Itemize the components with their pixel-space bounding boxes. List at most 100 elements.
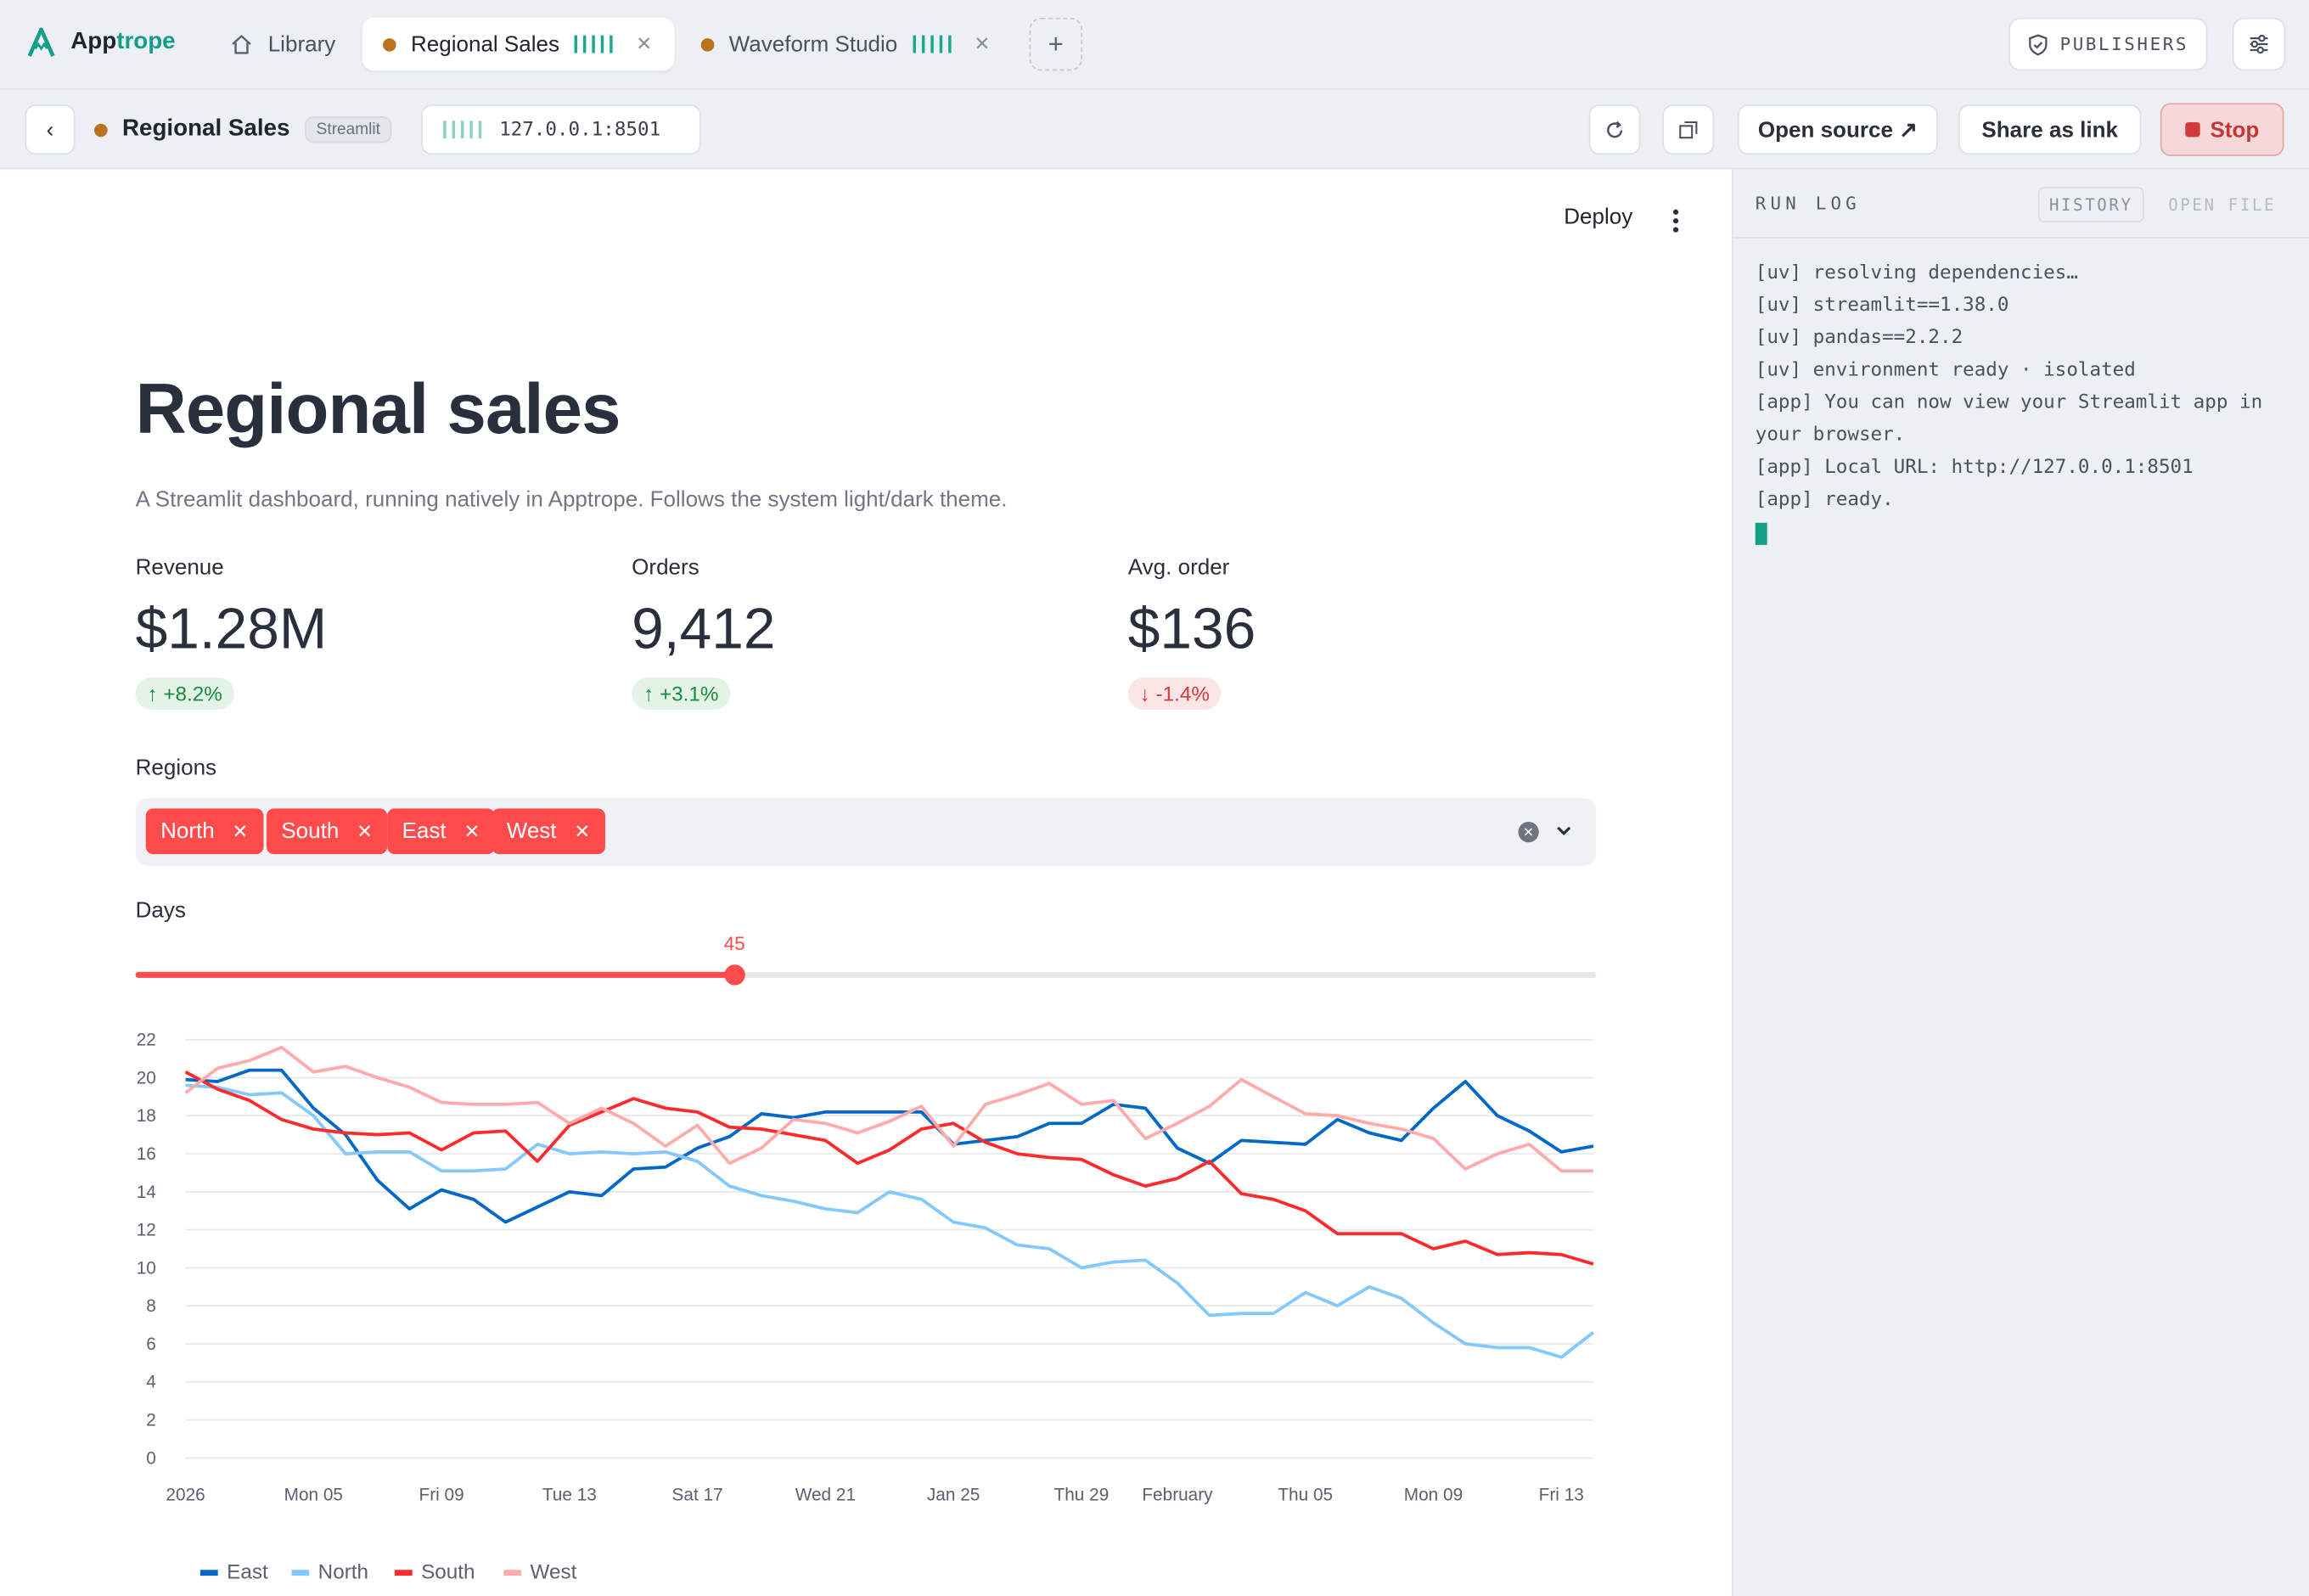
log-line: [uv] streamlit==1.38.0 (1755, 294, 2009, 317)
plus-icon: + (1048, 28, 1064, 59)
metric-delta: ↓ -1.4% (1127, 677, 1222, 711)
chevron-down-icon[interactable] (1552, 818, 1576, 842)
open-file-button[interactable]: OPEN FILE (2168, 194, 2277, 215)
app-status-dot (700, 37, 715, 51)
app-title: Regional Sales (121, 116, 290, 142)
tab-label: Waveform Studio (728, 31, 898, 57)
x-tick-label: Mon 05 (284, 1486, 343, 1505)
close-icon[interactable]: ✕ (636, 32, 653, 55)
settings-button[interactable] (2232, 17, 2286, 71)
log-line: [app] ready. (1755, 488, 1894, 511)
close-icon[interactable]: ✕ (974, 32, 991, 55)
run-log-header: RUN LOG HISTORY OPEN FILE (1733, 169, 2309, 239)
metric-value: $136 (1127, 598, 1256, 661)
y-tick-label: 6 (146, 1335, 156, 1354)
series-line-north (185, 1083, 1595, 1359)
legend-swatch-east (199, 1570, 218, 1576)
days-slider-value: 45 (723, 932, 745, 955)
framework-badge: Streamlit (304, 116, 392, 143)
app-title-group: Regional Sales Streamlit (94, 116, 392, 143)
page-title: Regional sales (135, 371, 621, 450)
close-icon[interactable]: ✕ (232, 819, 249, 842)
y-tick-label: 18 (137, 1106, 156, 1126)
brand-logo[interactable]: Apptrope (26, 26, 176, 59)
legend-label-east: East (227, 1561, 268, 1584)
region-chip-east[interactable]: East ✕ (387, 808, 495, 855)
y-tick-label: 8 (146, 1296, 156, 1316)
close-icon[interactable]: ✕ (357, 819, 374, 842)
tab-label: Library (267, 31, 336, 57)
region-chip-north[interactable]: North ✕ (145, 808, 263, 855)
region-chip-south[interactable]: South ✕ (266, 808, 388, 855)
open-source-button[interactable]: Open source ↗ (1737, 104, 1938, 155)
metric-label: Avg. order (1127, 554, 1230, 581)
series-line-east (185, 1068, 1594, 1224)
stop-button[interactable]: Stop (2160, 103, 2284, 156)
y-tick-label: 16 (137, 1144, 156, 1164)
apptrope-logo-icon (27, 27, 55, 57)
tab-label: Regional Sales (410, 31, 560, 57)
terminal-cursor (1755, 522, 1767, 545)
share-link-button[interactable]: Share as link (1958, 104, 2142, 155)
app-status-dot (94, 122, 108, 137)
metric-value: 9,412 (632, 598, 776, 661)
x-tick-label: Fri 13 (1539, 1486, 1584, 1505)
regions-label: Regions (135, 755, 217, 781)
run-log-panel: RUN LOG HISTORY OPEN FILE [uv] resolving… (1732, 169, 2309, 1596)
copy-button[interactable] (1662, 104, 1715, 155)
x-tick-label: Wed 21 (795, 1486, 856, 1505)
y-tick-label: 4 (146, 1373, 156, 1392)
shield-check-icon (2028, 33, 2048, 55)
app-toolbar: ‹ Regional Sales Streamlit 127.0.0.1:850… (0, 88, 2309, 170)
publishers-label: PUBLISHERS (2059, 33, 2188, 55)
legend-swatch-south (394, 1570, 413, 1576)
reload-button[interactable] (1588, 104, 1641, 155)
x-tick-label: Jan 25 (927, 1486, 980, 1505)
series-line-south (184, 1071, 1594, 1266)
y-tick-label: 20 (137, 1068, 156, 1087)
x-tick-label: Thu 29 (1054, 1486, 1110, 1505)
tab-bar: Apptrope Library Regional Sales ✕ Wavefo… (0, 0, 2309, 89)
x-tick-label: 2026 (166, 1486, 205, 1505)
x-tick-label: Fri 09 (419, 1486, 464, 1505)
log-line: [uv] resolving dependencies… (1755, 261, 2078, 284)
tab-waveform-studio[interactable]: Waveform Studio ✕ (680, 18, 1016, 70)
more-vertical-icon[interactable] (1666, 205, 1686, 237)
legend-label-north: North (318, 1561, 368, 1584)
activity-bars-icon (443, 121, 482, 139)
metric-label: Orders (632, 554, 699, 581)
metric-orders: Orders 9,412 ↑ +3.1% (632, 554, 776, 711)
x-tick-label: Thu 05 (1278, 1486, 1333, 1505)
regions-multiselect[interactable]: North ✕ South ✕ East ✕ West ✕ ✕ (135, 798, 1597, 867)
x-tick-label: February (1142, 1486, 1213, 1505)
legend-label-west: West (530, 1561, 576, 1584)
deploy-button[interactable]: Deploy (1564, 205, 1633, 230)
history-button[interactable]: HISTORY (2037, 187, 2144, 222)
brand-name-a: App (70, 29, 117, 55)
url-text: 127.0.0.1:8501 (499, 118, 661, 141)
days-slider-thumb[interactable] (723, 964, 745, 986)
home-icon (232, 35, 251, 54)
close-icon[interactable]: ✕ (463, 819, 480, 842)
metric-value: $1.28M (135, 598, 328, 661)
close-icon[interactable]: ✕ (574, 819, 591, 842)
x-tick-label: Mon 09 (1404, 1486, 1463, 1505)
stop-label: Stop (2210, 116, 2260, 143)
tab-regional-sales[interactable]: Regional Sales ✕ (362, 17, 675, 71)
sales-line-chart: 0 2 4 6 8 10 12 14 16 18 20 22 2026 Mon 05 Fri 09 Tue 1… (137, 1031, 1595, 1584)
y-tick-label: 10 (137, 1258, 156, 1278)
new-tab-button[interactable]: + (1029, 17, 1083, 71)
back-button[interactable]: ‹ (25, 104, 76, 155)
stop-icon (2184, 121, 2200, 138)
clear-all-icon[interactable]: ✕ (1518, 821, 1539, 843)
days-slider-fill (135, 971, 735, 978)
metric-avg-order: Avg. order $136 ↓ -1.4% (1127, 554, 1256, 711)
activity-bars-icon (912, 35, 951, 53)
log-line: [app] You can now view your Streamlit ap… (1755, 391, 2263, 447)
publishers-button[interactable]: PUBLISHERS (2008, 17, 2208, 71)
region-chip-west[interactable]: West ✕ (492, 808, 605, 855)
copy-icon (1679, 121, 1698, 138)
url-field[interactable]: 127.0.0.1:8501 (421, 104, 701, 155)
days-slider[interactable] (135, 964, 1597, 986)
tab-library[interactable]: Library (209, 18, 356, 70)
